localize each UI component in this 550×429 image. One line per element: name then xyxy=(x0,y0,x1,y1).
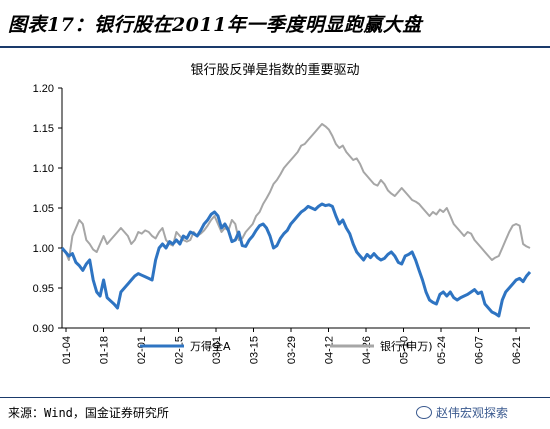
x-tick-label: 05-24 xyxy=(436,336,448,364)
page-title: 图表17：银行股在2011年一季度明显跑赢大盘 xyxy=(8,14,422,36)
y-tick-label: 1.10 xyxy=(33,163,54,175)
series-line-bank xyxy=(61,123,531,261)
x-tick-label: 02-15 xyxy=(174,336,186,364)
x-tick-label: 03-01 xyxy=(211,336,223,364)
legend-label-wande: 万得全A xyxy=(190,339,231,353)
x-tick-label: 05-10 xyxy=(399,336,411,364)
y-tick-label: 0.90 xyxy=(33,323,54,335)
header-rule xyxy=(0,46,550,48)
x-tick-label: 06-21 xyxy=(511,336,523,364)
header: 图表17：银行股在2011年一季度明显跑赢大盘 xyxy=(0,0,550,46)
y-tick-label: 1.15 xyxy=(33,123,54,135)
plot-area: 0.90 0.95 1.00 1.05 1.10 1.15 1.20 01-04 01-18 02… xyxy=(33,83,532,364)
x-tick-label: 02-01 xyxy=(136,336,148,364)
legend-label-bank: 银行(申万) xyxy=(380,339,433,353)
y-tick-label: 1.20 xyxy=(33,83,54,95)
series-line-wande xyxy=(60,202,532,318)
x-tick-label: 03-29 xyxy=(286,336,298,364)
x-tick-label: 01-18 xyxy=(99,336,111,364)
x-tick-label: 06-07 xyxy=(474,336,486,364)
footer-rule xyxy=(0,397,550,398)
wechat-icon xyxy=(416,406,432,419)
y-tick-label: 1.00 xyxy=(33,243,54,255)
x-tick-label: 03-15 xyxy=(249,336,261,364)
watermark: 赵伟宏观探索 xyxy=(416,404,508,421)
watermark-text: 赵伟宏观探索 xyxy=(436,406,509,420)
y-tick-label: 1.05 xyxy=(33,203,54,215)
x-tick-label: 04-26 xyxy=(361,336,373,364)
line-chart: 银行股反弹是指数的重要驱动 0.90 0.95 1.00 1.05 1.10 1.15 1.… xyxy=(33,62,532,364)
legend: 万得全A 银行(申万) xyxy=(140,339,433,353)
y-tick-label: 0.95 xyxy=(33,283,54,295)
chart-title: 银行股反弹是指数的重要驱动 xyxy=(190,62,359,78)
x-tick-label: 04-12 xyxy=(324,336,336,364)
x-tick-label: 01-04 xyxy=(61,336,73,364)
source-note: 来源：Wind，国金证券研究所 xyxy=(8,406,169,420)
